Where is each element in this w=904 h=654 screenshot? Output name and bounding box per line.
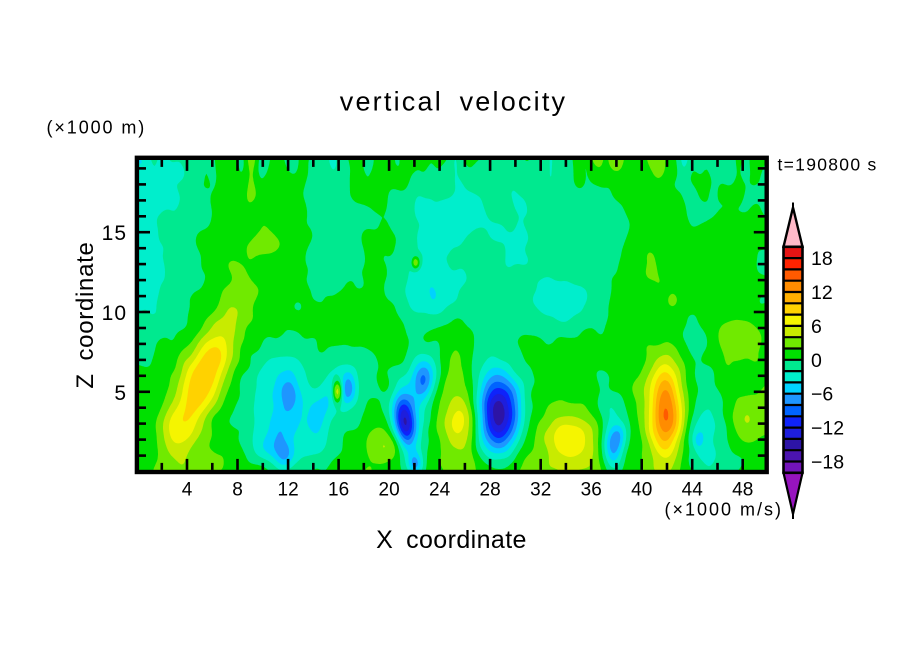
svg-text:16: 16 — [328, 480, 349, 501]
svg-text:18: 18 — [811, 248, 833, 270]
svg-text:0: 0 — [811, 350, 822, 372]
svg-text:48: 48 — [732, 480, 753, 501]
svg-text:28: 28 — [480, 480, 501, 501]
svg-text:6: 6 — [811, 316, 822, 338]
svg-text:40: 40 — [631, 480, 652, 501]
svg-text:4: 4 — [182, 480, 193, 501]
svg-text:t=190800 s: t=190800 s — [778, 155, 878, 175]
svg-text:−6: −6 — [811, 384, 833, 406]
svg-text:15: 15 — [102, 222, 127, 245]
svg-text:32: 32 — [530, 480, 551, 501]
svg-text:24: 24 — [429, 480, 451, 501]
svg-text:(×1000 m/s): (×1000 m/s) — [664, 500, 783, 520]
svg-text:8: 8 — [232, 480, 243, 501]
svg-text:10: 10 — [102, 302, 127, 325]
svg-text:5: 5 — [114, 382, 127, 405]
svg-text:X coordinate: X coordinate — [376, 526, 527, 554]
svg-text:12: 12 — [278, 480, 299, 501]
svg-text:12: 12 — [811, 282, 833, 304]
svg-text:vertical velocity: vertical velocity — [340, 87, 567, 117]
svg-text:−12: −12 — [811, 418, 844, 440]
svg-text:20: 20 — [379, 480, 400, 501]
svg-text:−18: −18 — [811, 452, 844, 474]
svg-text:44: 44 — [682, 480, 704, 501]
svg-text:Z coordinate: Z coordinate — [72, 241, 99, 388]
svg-text:(×1000 m): (×1000 m) — [47, 118, 147, 138]
svg-text:36: 36 — [581, 480, 602, 501]
